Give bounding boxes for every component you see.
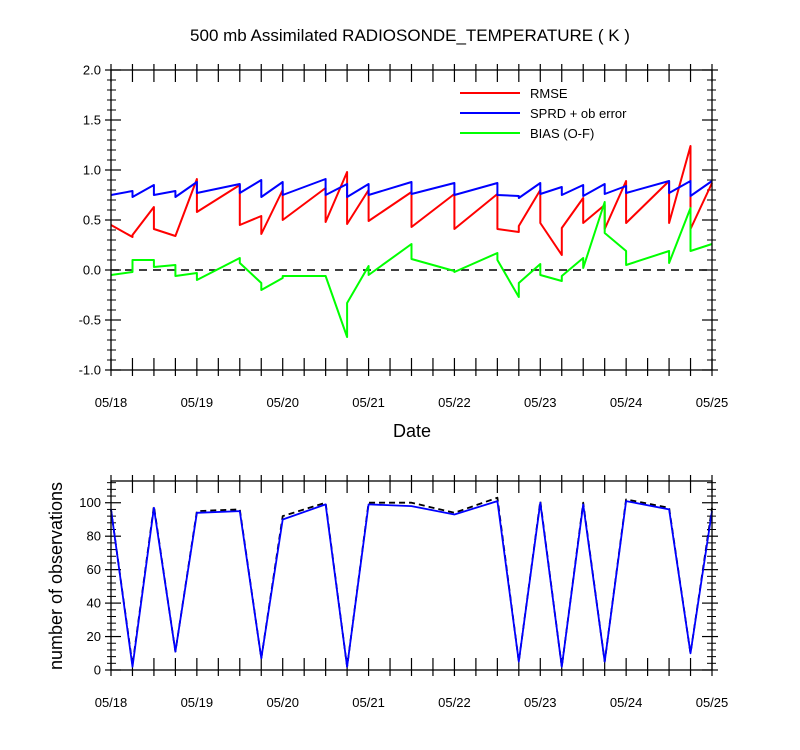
- xtick-label: 05/20: [266, 695, 299, 710]
- xtick-label: 05/19: [181, 395, 214, 410]
- xtick-label: 05/20: [266, 395, 299, 410]
- xtick-label: 05/23: [524, 695, 557, 710]
- series-line-sprd-ob-error: [110, 178, 713, 199]
- ytick-label: 100: [79, 495, 101, 510]
- top-chart: -1.0 -0.5 0.0 0.5 1.0 1.5 2.0 05/18 05/19 05/20 05…: [79, 63, 729, 442]
- ytick-label: 80: [87, 529, 101, 544]
- xtick-label: 05/22: [438, 395, 471, 410]
- series-line-bias-o-f: [110, 201, 713, 338]
- series-line-possible-observations: [110, 496, 713, 668]
- legend: RMSE SPRD + ob error BIAS (O-F): [460, 86, 627, 141]
- xtick-label: 05/25: [696, 695, 729, 710]
- top-chart-frame: [110, 69, 713, 371]
- legend-label-rmse: RMSE: [530, 86, 568, 101]
- ytick-label: -0.5: [79, 313, 101, 328]
- top-chart-series: [110, 145, 713, 338]
- bottom-chart-series: [110, 496, 713, 668]
- legend-label-sprd: SPRD + ob error: [530, 106, 627, 121]
- xtick-label: 05/22: [438, 695, 471, 710]
- xtick-label: 05/18: [95, 395, 128, 410]
- xtick-label: 05/25: [696, 395, 729, 410]
- bottom-chart-ylabel: number of observations: [46, 482, 66, 670]
- top-chart-title: 500 mb Assimilated RADIOSONDE_TEMPERATUR…: [190, 26, 630, 45]
- bottom-chart-tick-labels: 0 20 40 60 80 100 05/18 05/19 05/20 05/21 05/22 05/…: [79, 495, 728, 710]
- ytick-label: 2.0: [83, 63, 101, 78]
- ytick-label: 0.5: [83, 213, 101, 228]
- top-chart-xlabel: Date: [393, 421, 431, 441]
- ytick-label: 20: [87, 629, 101, 644]
- ytick-label: -1.0: [79, 363, 101, 378]
- xtick-label: 05/21: [352, 395, 385, 410]
- ytick-label: 60: [87, 562, 101, 577]
- xtick-label: 05/21: [352, 695, 385, 710]
- ytick-label: 1.5: [83, 113, 101, 128]
- series-line-assimilated-observations: [110, 500, 713, 668]
- ytick-label: 0.0: [83, 263, 101, 278]
- ytick-label: 0: [94, 663, 101, 678]
- top-chart-tick-labels: -1.0 -0.5 0.0 0.5 1.0 1.5 2.0 05/18 05/19 05/20 05…: [79, 63, 729, 411]
- xtick-label: 05/24: [610, 395, 643, 410]
- ytick-label: 40: [87, 596, 101, 611]
- legend-label-bias: BIAS (O-F): [530, 126, 594, 141]
- xtick-label: 05/18: [95, 695, 128, 710]
- bottom-chart: 0 20 40 60 80 100 05/18 05/19 05/20 05/21 05/22 05/…: [46, 475, 728, 710]
- xtick-label: 05/23: [524, 395, 557, 410]
- xtick-label: 05/24: [610, 695, 643, 710]
- ytick-label: 1.0: [83, 163, 101, 178]
- bottom-chart-frame: [110, 480, 713, 671]
- xtick-label: 05/19: [181, 695, 214, 710]
- series-line-rmse: [110, 145, 713, 256]
